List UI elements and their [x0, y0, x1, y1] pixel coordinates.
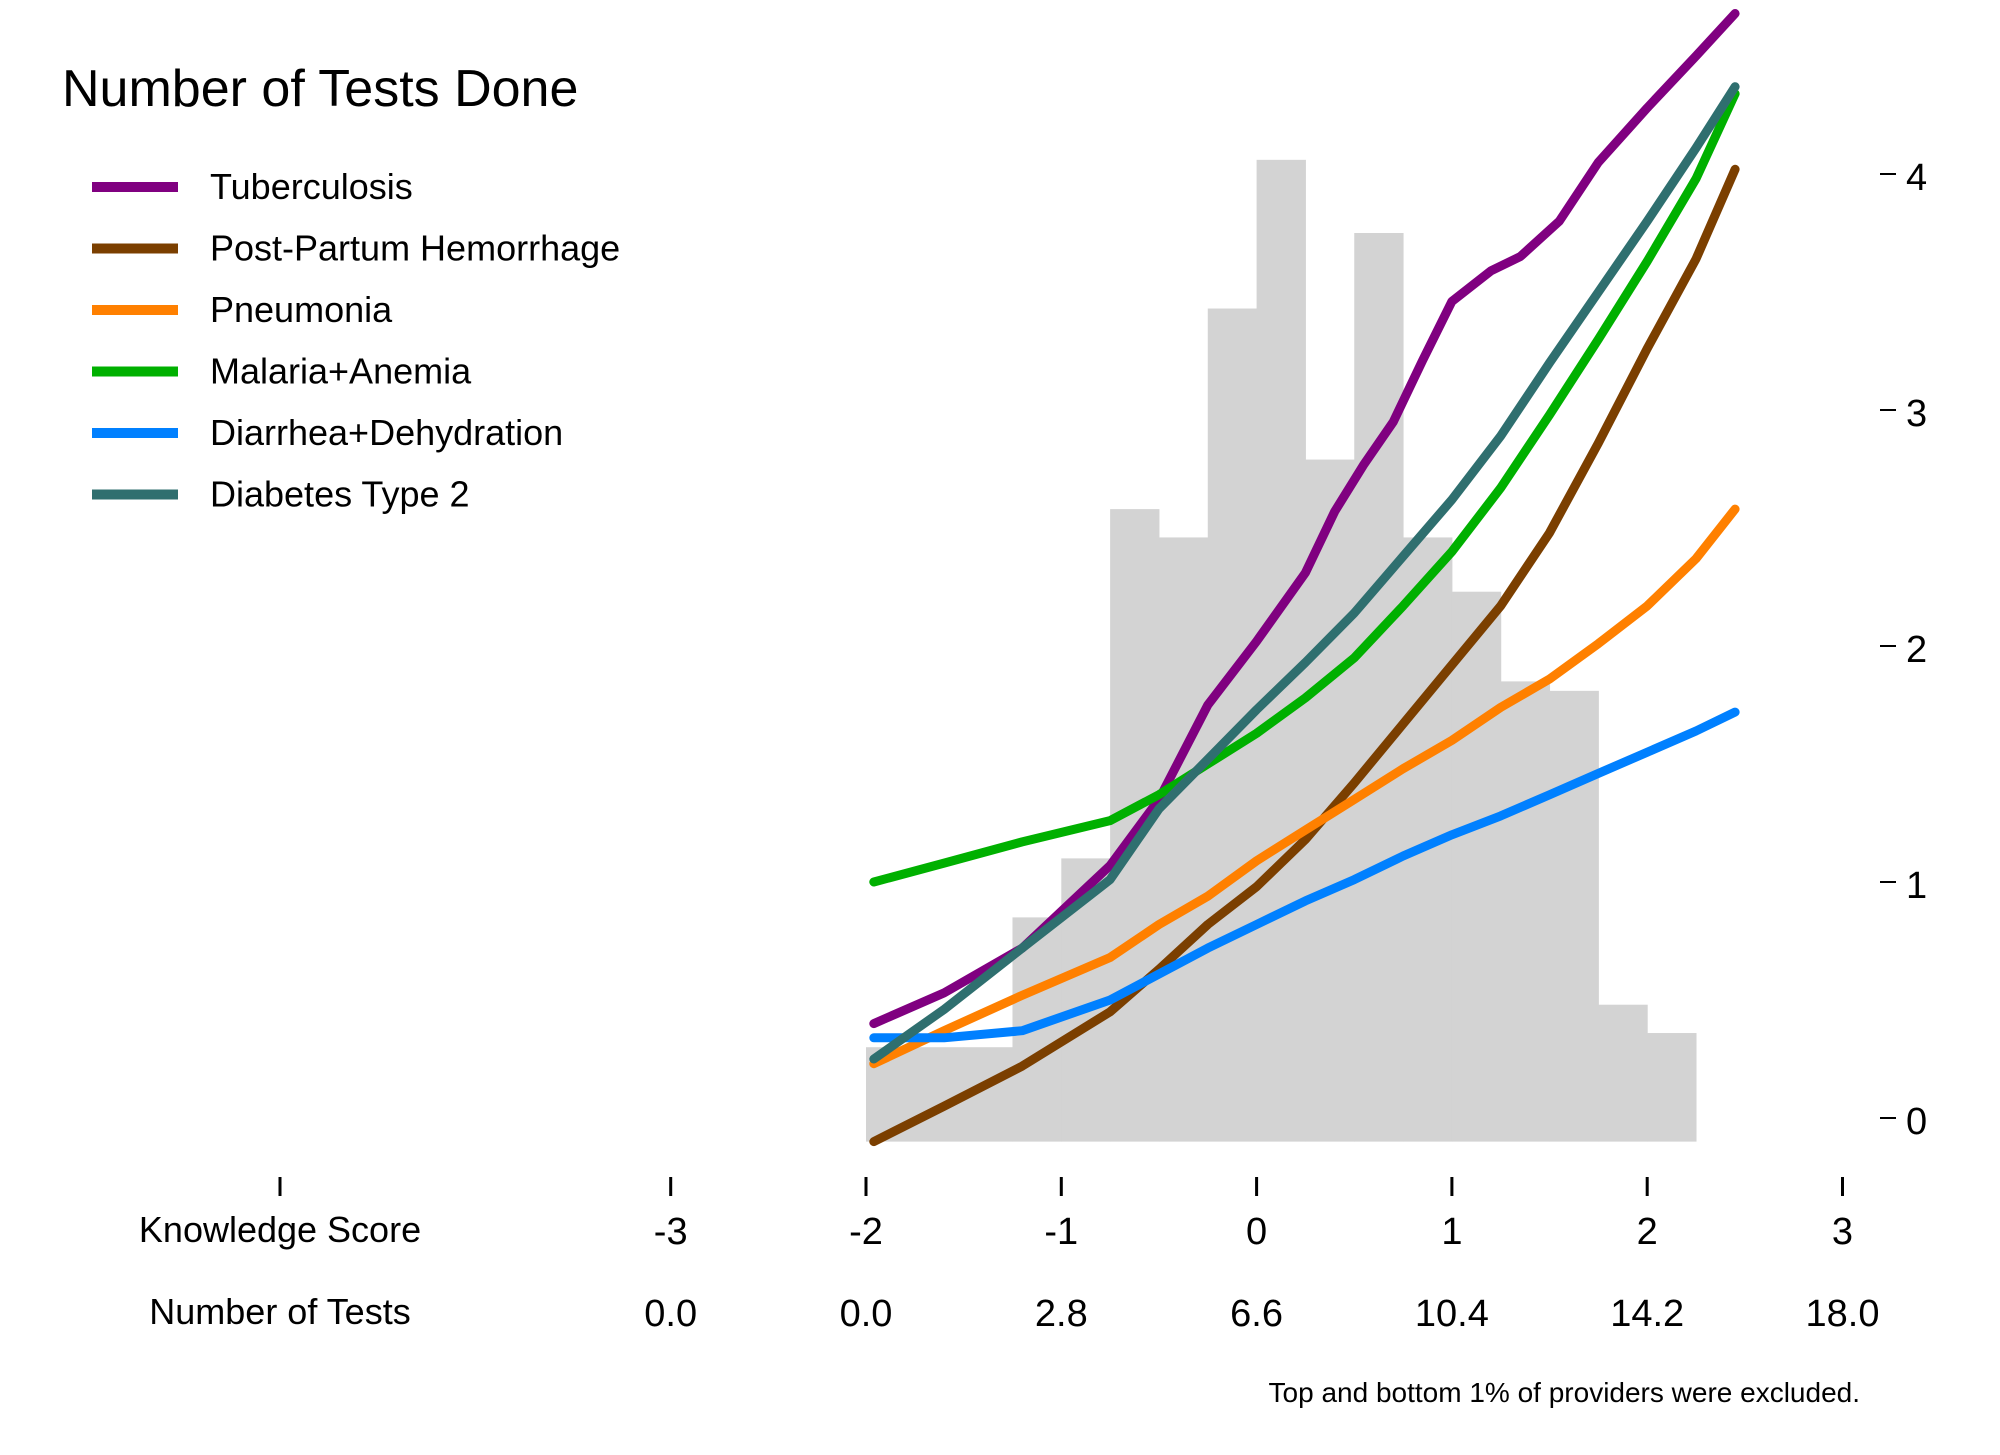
x-secondary-label-2: 2.8	[1035, 1293, 1088, 1335]
series-line-0	[869, 9, 1740, 1029]
x-tick-label-0: -3	[654, 1211, 688, 1253]
histogram-bar-13	[1500, 681, 1551, 1142]
x-tick-label-6: 3	[1832, 1211, 1853, 1253]
histogram-bar-12	[1451, 591, 1502, 1142]
legend-label-4: Diarrhea+Dehydration	[210, 412, 563, 453]
x-secondary-label-6: 18.0	[1806, 1293, 1880, 1335]
chart-title: Number of Tests Done	[62, 60, 578, 118]
y-tick-label-0: 0	[1906, 1101, 1927, 1143]
y-tick-label-4: 4	[1906, 157, 1927, 199]
legend-label-0: Tuberculosis	[210, 166, 413, 207]
x-secondary-label-0: 0.0	[644, 1293, 697, 1335]
y-tick-label-3: 3	[1906, 393, 1927, 435]
legend-label-3: Malaria+Anemia	[210, 351, 472, 392]
series-line-4	[869, 707, 1740, 1043]
histogram-bar-16	[1647, 1033, 1697, 1142]
x-secondary-label-4: 10.4	[1415, 1293, 1489, 1335]
x-tick-label-3: 0	[1246, 1211, 1267, 1253]
legend: Tuberculosis Post-Partum Hemorrhage Pneumo…	[92, 166, 620, 515]
series-lines	[869, 9, 1740, 1147]
legend-label-5: Diabetes Type 2	[210, 474, 470, 515]
series-line-5	[869, 82, 1740, 1064]
x-secondary-label-1: 0.0	[840, 1293, 893, 1335]
x-tick-label-4: 1	[1441, 1211, 1462, 1253]
x-tick-label-2: -1	[1044, 1211, 1078, 1253]
legend-label-1: Post-Partum Hemorrhage	[210, 228, 620, 269]
x-row-label-knowledge: Knowledge Score	[139, 1209, 421, 1250]
histogram-bar-1	[914, 1047, 965, 1142]
series-line-2	[869, 504, 1740, 1069]
y-tick-label-1: 1	[1906, 865, 1927, 907]
legend-label-2: Pneumonia	[210, 289, 393, 330]
x-tick-label-5: 2	[1637, 1211, 1658, 1253]
histogram-bar-8	[1256, 159, 1306, 1142]
series-line-3	[869, 89, 1740, 887]
histogram-bar-10	[1354, 233, 1404, 1142]
y-tick-label-2: 2	[1906, 629, 1927, 671]
histogram-bar-6	[1158, 537, 1209, 1142]
histogram-bar-7	[1207, 308, 1258, 1142]
x-secondary-label-3: 6.6	[1230, 1293, 1283, 1335]
x-tick-label-1: -2	[849, 1211, 883, 1253]
histogram	[866, 159, 1697, 1142]
y-axis: 0 1 2 3 4	[1880, 157, 1927, 1143]
x-row-label-tests: Number of Tests	[149, 1291, 410, 1332]
series-line-1	[869, 164, 1740, 1147]
x-secondary-label-5: 14.2	[1610, 1293, 1684, 1335]
x-axis: -3 0.0 -2 0.0 -1 2.8 0 6.6 1 10.4 2 14.2 3 18.0	[278, 1177, 1880, 1335]
histogram-bar-14	[1549, 690, 1599, 1142]
footnote: Top and bottom 1% of providers were excl…	[1269, 1377, 1860, 1408]
histogram-bar-15	[1598, 1004, 1648, 1142]
